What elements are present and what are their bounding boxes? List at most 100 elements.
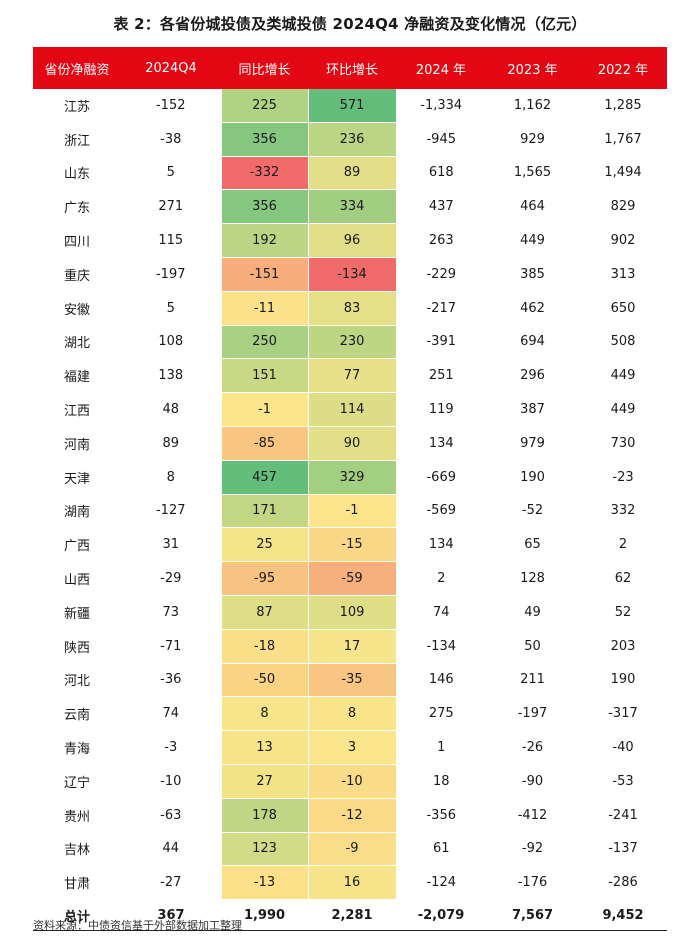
y2022-cell: -286 xyxy=(579,865,667,901)
net-financing-table: 省份净融资 2024Q4 同比增长 环比增长 2024 年 2023 年 202… xyxy=(33,47,667,932)
qoq-cell: 8 xyxy=(307,696,397,732)
province-cell: 安徽 xyxy=(33,291,121,326)
table-header-row: 省份净融资 2024Q4 同比增长 环比增长 2024 年 2023 年 202… xyxy=(33,47,667,89)
y2023-cell: 65 xyxy=(486,527,579,563)
table-row: 浙江 -38 356 236 -945 929 1,767 xyxy=(33,122,667,157)
province-cell: 甘肃 xyxy=(33,865,121,901)
province-cell: 广东 xyxy=(33,189,121,225)
yoy-cell: -95 xyxy=(220,561,309,596)
column-header-province: 省份净融资 xyxy=(33,47,121,89)
yoy-cell: 8 xyxy=(220,696,309,732)
y2024-cell: 74 xyxy=(396,595,486,630)
y2022-cell: 650 xyxy=(579,291,667,326)
province-cell: 江苏 xyxy=(33,89,121,123)
yoy-cell: -50 xyxy=(220,663,309,698)
y2022-cell: -53 xyxy=(579,764,667,799)
yoy-cell: 123 xyxy=(220,832,309,867)
qoq-cell: -35 xyxy=(307,663,397,698)
y2022-cell: -23 xyxy=(579,460,667,495)
yoy-cell: -151 xyxy=(220,257,309,292)
qoq-cell: 16 xyxy=(307,865,397,901)
y2022-cell: -317 xyxy=(579,696,667,732)
q4-cell: 5 xyxy=(121,291,221,326)
y2024-cell: 2 xyxy=(396,561,486,596)
province-cell: 河北 xyxy=(33,663,121,698)
y2024-cell: 134 xyxy=(396,426,486,461)
column-header-qoq: 环比增长 xyxy=(308,47,396,89)
y2024-cell: -124 xyxy=(396,865,486,901)
province-cell: 四川 xyxy=(33,223,121,258)
y2023-cell: 385 xyxy=(486,257,579,292)
y2022-cell: 190 xyxy=(579,663,667,698)
yoy-cell: 151 xyxy=(220,358,309,394)
y2022-cell: 2 xyxy=(579,527,667,563)
table-row: 吉林 44 123 -9 61 -92 -137 xyxy=(33,832,667,867)
total-row: 总计 367 1,990 2,281 -2,079 7,567 9,452 xyxy=(33,899,667,932)
y2022-cell: 313 xyxy=(579,257,667,292)
table-row: 福建 138 151 77 251 296 449 xyxy=(33,358,667,394)
y2024-cell: 618 xyxy=(396,156,486,191)
y2024-cell: -356 xyxy=(396,798,486,833)
y2023-cell: 464 xyxy=(486,189,579,225)
province-cell: 辽宁 xyxy=(33,764,121,799)
qoq-cell: 109 xyxy=(307,595,397,630)
table-row: 重庆 -197 -151 -134 -229 385 313 xyxy=(33,257,667,292)
table-body: 江苏 -152 225 571 -1,334 1,162 1,285 浙江 -38 356 236-… xyxy=(33,89,667,932)
source-note: 资料来源：中债资信基于外部数据加工整理 xyxy=(33,919,242,932)
y2022-cell: 62 xyxy=(579,561,667,596)
yoy-cell: 87 xyxy=(220,595,309,630)
qoq-cell: -59 xyxy=(307,561,397,596)
table-title: 表 2：各省份城投债及类城投债 2024Q4 净融资及变化情况（亿元） xyxy=(113,15,587,33)
y2022-cell: 1,767 xyxy=(579,122,667,157)
y2023-cell: 929 xyxy=(486,122,579,157)
y2023-cell: 211 xyxy=(486,663,579,698)
table-row: 山东 5 -332 89 618 1,565 1,494 xyxy=(33,156,667,191)
province-cell: 浙江 xyxy=(33,122,121,157)
table-row: 新疆 73 87 109 74 49 52 xyxy=(33,595,667,630)
q4-cell: -197 xyxy=(121,257,221,292)
y2024-cell: -1,334 xyxy=(396,89,486,123)
y2023-cell: 190 xyxy=(486,460,579,495)
province-cell: 陕西 xyxy=(33,629,121,664)
y2024-cell: 1 xyxy=(396,730,486,765)
table-row: 云南 74 8 8 275 -197 -317 xyxy=(33,696,667,732)
province-cell: 新疆 xyxy=(33,595,121,630)
qoq-cell: -15 xyxy=(307,527,397,563)
qoq-cell: -9 xyxy=(307,832,397,867)
qoq-cell: -12 xyxy=(307,798,397,833)
y2023-cell: 694 xyxy=(486,325,579,360)
column-header-2024q4: 2024Q4 xyxy=(121,47,221,89)
yoy-cell: 250 xyxy=(220,325,309,360)
y2023-cell: 449 xyxy=(486,223,579,258)
y2023-cell: -90 xyxy=(486,764,579,799)
total-province-cell: 总计 xyxy=(33,899,121,932)
y2024-cell: 263 xyxy=(396,223,486,258)
q4-cell: 73 xyxy=(121,595,221,630)
q4-cell: 89 xyxy=(121,426,221,461)
y2024-cell: -945 xyxy=(396,122,486,157)
q4-cell: 48 xyxy=(121,392,221,427)
y2022-cell: 332 xyxy=(579,494,667,529)
qoq-cell: 96 xyxy=(307,223,397,258)
y2023-cell: 49 xyxy=(486,595,579,630)
total-y2023-cell: 7,567 xyxy=(486,899,579,932)
yoy-cell: -1 xyxy=(220,392,309,427)
y2024-cell: 119 xyxy=(396,392,486,427)
province-cell: 江西 xyxy=(33,392,121,427)
qoq-cell: 230 xyxy=(307,325,397,360)
total-q4-cell: 367 xyxy=(121,899,221,932)
qoq-cell: 329 xyxy=(307,460,397,495)
province-cell: 湖南 xyxy=(33,494,121,529)
province-cell: 重庆 xyxy=(33,257,121,292)
q4-cell: -127 xyxy=(121,494,221,529)
column-header-2023: 2023 年 xyxy=(486,47,579,89)
y2023-cell: 1,162 xyxy=(486,89,579,123)
q4-cell: -3 xyxy=(121,730,221,765)
total-y2024-cell: -2,079 xyxy=(396,899,486,932)
y2023-cell: -92 xyxy=(486,832,579,867)
y2022-cell: 449 xyxy=(579,358,667,394)
q4-cell: 108 xyxy=(121,325,221,360)
q4-cell: 271 xyxy=(121,189,221,225)
province-cell: 山西 xyxy=(33,561,121,596)
yoy-cell: 356 xyxy=(220,122,309,157)
